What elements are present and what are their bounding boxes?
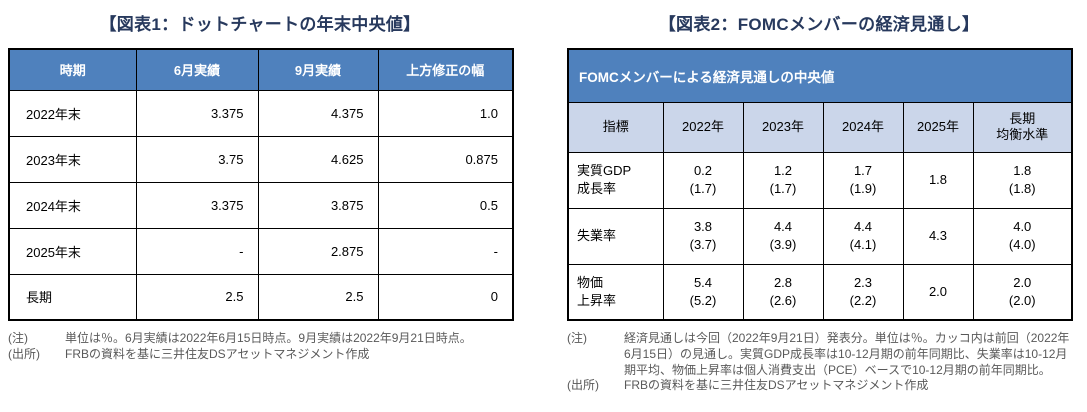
value-cell: 0.2 (1.7) — [662, 151, 744, 209]
period-cell: 2025年末 — [8, 227, 137, 275]
value-cell: 4.4 (4.1) — [822, 207, 904, 265]
period-cell: 2024年末 — [8, 181, 137, 229]
figure2-header-row: 指標 2022年 2023年 2024年 2025年 長期 均衡水準 — [567, 101, 1073, 153]
value-cell: 2.5 — [135, 273, 259, 321]
value-cell: 4.375 — [257, 89, 379, 137]
value-cell: 4.3 — [902, 207, 974, 265]
indicator-cell: 失業率 — [567, 207, 664, 265]
table-row: 失業率 3.8 (3.7) 4.4 (3.9) 4.4 (4.1) 4.3 4.… — [567, 207, 1073, 265]
value-cell: 1.0 — [377, 89, 514, 137]
figure1-header-row: 時期 6月実績 9月実績 上方修正の幅 — [8, 48, 514, 91]
value-cell: 0.875 — [377, 135, 514, 183]
table-row: 2023年末 3.75 4.625 0.875 — [8, 135, 514, 183]
table-row: 長期 2.5 2.5 0 — [8, 273, 514, 321]
value-cell: 3.375 — [135, 89, 259, 137]
value-cell: 5.4 (5.2) — [662, 263, 744, 321]
value-cell: 3.8 (3.7) — [662, 207, 744, 265]
value-cell: 4.625 — [257, 135, 379, 183]
table-row: 実質GDP 成長率 0.2 (1.7) 1.2 (1.7) 1.7 (1.9) … — [567, 151, 1073, 209]
figure2-table: FOMCメンバーによる経済見通しの中央値 指標 2022年 2023年 2024… — [567, 48, 1074, 321]
figure1-notes: (注) 単位は％。6月実績は2022年6月15日時点。9月実績は2022年9月2… — [8, 331, 512, 363]
column-header-2024: 2024年 — [822, 101, 904, 153]
column-header-2025: 2025年 — [902, 101, 974, 153]
table-row: 2025年末 - 2.875 - — [8, 227, 514, 275]
figure2-notes: (注) 経済見通しは今回（2022年9月21日）発表分。単位は％。カッコ内は前回… — [567, 331, 1071, 394]
value-cell: 4.0 (4.0) — [972, 207, 1073, 265]
figure1-note: (注) 単位は％。6月実績は2022年6月15日時点。9月実績は2022年9月2… — [8, 331, 512, 347]
column-header-longrun: 長期 均衡水準 — [972, 101, 1073, 153]
figure1-source: (出所) FRBの資料を基に三井住友DSアセットマネジメント作成 — [8, 347, 512, 363]
note-label: (注) — [8, 331, 28, 345]
value-cell: - — [135, 227, 259, 275]
figure2-banner: FOMCメンバーによる経済見通しの中央値 — [567, 48, 1073, 103]
value-cell: 1.2 (1.7) — [742, 151, 824, 209]
column-header-period: 時期 — [8, 48, 137, 91]
value-cell: 1.8 (1.8) — [972, 151, 1073, 209]
value-cell: 2.875 — [257, 227, 379, 275]
figure2-title: 【図表2：FOMCメンバーの経済見通し】 — [658, 15, 980, 34]
table-row: 2022年末 3.375 4.375 1.0 — [8, 89, 514, 137]
column-header-revision: 上方修正の幅 — [377, 48, 514, 91]
note-text: 単位は％。6月実績は2022年6月15日時点。9月実績は2022年9月21日時点… — [65, 331, 472, 345]
value-cell: 2.0 — [902, 263, 974, 321]
figure2-banner-row: FOMCメンバーによる経済見通しの中央値 — [567, 48, 1073, 103]
column-header-indicator: 指標 — [567, 101, 664, 153]
value-cell: 2.3 (2.2) — [822, 263, 904, 321]
note-label: (注) — [567, 331, 587, 345]
figure1-panel: 【図表1：ドットチャートの年末中央値】 時期 6月実績 9月実績 上方修正の幅 … — [8, 0, 514, 363]
value-cell: 2.5 — [257, 273, 379, 321]
figure1-title: 【図表1：ドットチャートの年末中央値】 — [99, 15, 421, 34]
column-header-2022: 2022年 — [662, 101, 744, 153]
value-cell: 4.4 (3.9) — [742, 207, 824, 265]
table-row: 2024年末 3.375 3.875 0.5 — [8, 181, 514, 229]
indicator-cell: 実質GDP 成長率 — [567, 151, 664, 209]
table-row: 物価 上昇率 5.4 (5.2) 2.8 (2.6) 2.3 (2.2) 2.0… — [567, 263, 1073, 321]
source-label: (出所) — [8, 346, 40, 361]
value-cell: 1.7 (1.9) — [822, 151, 904, 209]
source-text: FRBの資料を基に三井住友DSアセットマネジメント作成 — [624, 378, 929, 393]
value-cell: 0 — [377, 273, 514, 321]
source-label: (出所) — [567, 378, 599, 393]
figure2-panel: 【図表2：FOMCメンバーの経済見通し】 FOMCメンバーによる経済見通しの中央… — [567, 0, 1074, 394]
source-text: FRBの資料を基に三井住友DSアセットマネジメント作成 — [65, 346, 370, 361]
figure2-note: (注) 経済見通しは今回（2022年9月21日）発表分。単位は％。カッコ内は前回… — [567, 331, 1071, 378]
column-header-sept-actual: 9月実績 — [257, 48, 379, 91]
value-cell: 3.375 — [135, 181, 259, 229]
value-cell: - — [377, 227, 514, 275]
value-cell: 0.5 — [377, 181, 514, 229]
value-cell: 3.875 — [257, 181, 379, 229]
value-cell: 1.8 — [902, 151, 974, 209]
value-cell: 2.0 (2.0) — [972, 263, 1073, 321]
figure1-table: 時期 6月実績 9月実績 上方修正の幅 2022年末 3.375 4.375 1… — [8, 48, 514, 321]
indicator-cell: 物価 上昇率 — [567, 263, 664, 321]
period-cell: 2022年末 — [8, 89, 137, 137]
note-text: 経済見通しは今回（2022年9月21日）発表分。単位は％。カッコ内は前回（202… — [624, 331, 1070, 377]
value-cell: 2.8 (2.6) — [742, 263, 824, 321]
period-cell: 長期 — [8, 273, 137, 321]
value-cell: 3.75 — [135, 135, 259, 183]
column-header-2023: 2023年 — [742, 101, 824, 153]
period-cell: 2023年末 — [8, 135, 137, 183]
column-header-june-actual: 6月実績 — [135, 48, 259, 91]
figure2-source: (出所) FRBの資料を基に三井住友DSアセットマネジメント作成 — [567, 378, 1071, 394]
